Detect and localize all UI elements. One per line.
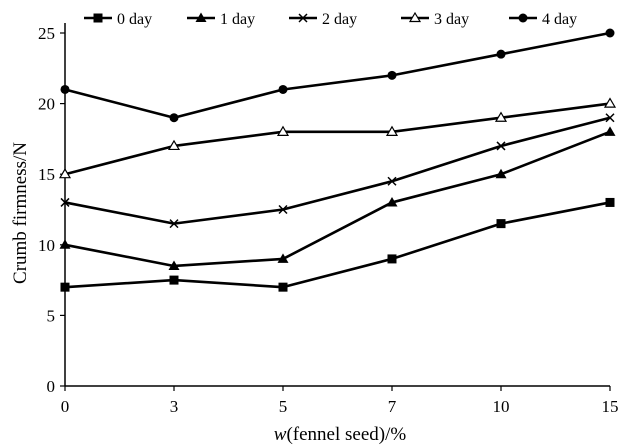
series-4-point-5 (605, 28, 615, 38)
series-2-point-3 (387, 176, 397, 186)
series-1-point-2 (277, 253, 289, 263)
series-2-point-2-stroke-b (278, 204, 288, 215)
series-3-point-1 (167, 139, 181, 151)
series-0-point-5 (605, 197, 615, 207)
series-0-point-4 (496, 219, 506, 229)
series-3-point-2 (276, 125, 290, 136)
x-axis-title: w(fennel seed)/% (274, 424, 407, 445)
x-tick-label-3: 3 (170, 397, 179, 416)
legend-label-3: 3 day (434, 11, 469, 28)
legend-label-1: 1 day (220, 11, 255, 28)
legend-marker-1 (195, 12, 207, 22)
series-0-point-1 (169, 275, 179, 285)
series-2-point-1-stroke-b (169, 219, 179, 229)
series-2-point-0 (60, 197, 70, 207)
x-tick-label-5: 5 (279, 397, 288, 416)
y-tick-label-5: 5 (47, 306, 56, 325)
x-tick-label-0: 0 (61, 397, 70, 416)
plot-area: 0 5 10 15 20 25 0 3 5 7 10 15 (38, 23, 619, 416)
series-4-point-3 (387, 70, 397, 80)
series-line-3 (64, 102, 611, 176)
y-tick-label-10: 10 (38, 236, 55, 255)
legend-label-2: 2 day (322, 11, 357, 28)
series-4-point-0 (60, 84, 70, 94)
series-line-0 (64, 201, 611, 289)
series-2-point-5-stroke-b (605, 113, 615, 123)
x-axis-title-variable: w (274, 424, 287, 445)
series-4-point-1 (169, 113, 179, 123)
legend-label-4: 4 day (542, 11, 577, 28)
series-1-point-5 (604, 126, 616, 136)
series-2-point-2 (278, 204, 288, 215)
series-3-point-4 (494, 111, 508, 122)
series-2-point-1 (169, 219, 179, 229)
legend-marker-4 (518, 13, 528, 23)
x-tick-label-10: 10 (493, 397, 510, 416)
series-0-point-0 (60, 282, 70, 292)
series-1-point-3 (386, 196, 398, 207)
series-2-point-3-stroke-b (387, 176, 397, 186)
x-axis-title-text: (fennel seed)/% (286, 424, 406, 445)
series-4-point-4 (496, 49, 506, 59)
series-2-point-4 (496, 141, 506, 151)
legend-marker-0 (93, 13, 103, 23)
legend-marker-3 (408, 11, 422, 23)
series-line-2 (64, 116, 611, 225)
legend: 0 day 1 day 2 day 3 day 4 day (84, 11, 577, 28)
y-tick-label-15: 15 (38, 165, 55, 184)
legend-marker-2 (298, 13, 308, 23)
y-tick-label-20: 20 (38, 95, 55, 114)
series-line-1 (64, 130, 611, 268)
y-tick-label-25: 25 (38, 24, 55, 43)
series-2-point-0-stroke-b (60, 197, 70, 207)
series-2-point-5 (605, 113, 615, 123)
series-1-point-1 (168, 260, 180, 270)
x-tick-label-15: 15 (602, 397, 619, 416)
series-1-point-0 (59, 239, 71, 249)
series-2-point-4-stroke-b (496, 141, 506, 151)
series-line-4 (64, 31, 611, 120)
y-tick-label-0: 0 (47, 377, 56, 396)
legend-label-0: 0 day (117, 11, 152, 28)
series-3-point-5 (603, 97, 617, 108)
series-3-point-3 (385, 125, 399, 136)
series-1-point-4 (495, 168, 507, 179)
series-0-point-2 (278, 282, 288, 292)
y-axis-title: Crumb firmness/N (10, 142, 31, 284)
legend-marker-2-stroke-b (298, 13, 308, 23)
x-tick-label-7: 7 (388, 397, 397, 416)
series-0-point-3 (387, 254, 397, 264)
series-4-point-2 (278, 84, 288, 94)
series-3-point-0 (58, 168, 72, 179)
